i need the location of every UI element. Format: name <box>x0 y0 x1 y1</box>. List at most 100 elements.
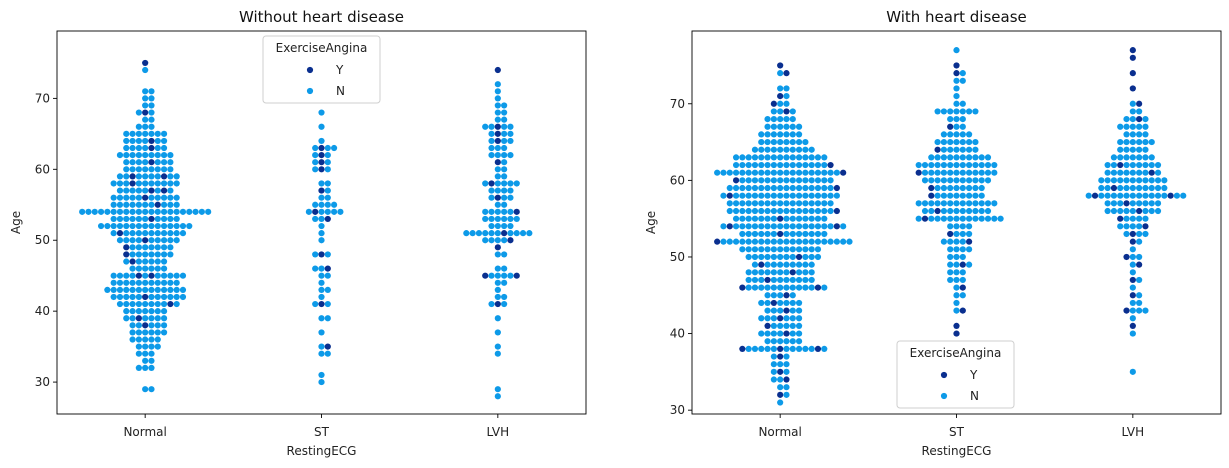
data-point <box>777 184 784 192</box>
data-point <box>947 200 954 207</box>
data-point <box>947 269 954 276</box>
data-point <box>953 138 960 146</box>
data-point <box>1136 223 1143 230</box>
data-point <box>732 161 740 169</box>
data-point <box>324 251 331 258</box>
data-point <box>1117 200 1124 207</box>
data-point <box>821 284 828 291</box>
data-point <box>953 77 960 84</box>
data-point <box>1129 207 1136 215</box>
data-point <box>501 215 508 223</box>
data-point <box>770 307 777 314</box>
data-point <box>142 215 149 223</box>
data-point <box>104 222 111 230</box>
chart-title: With heart disease <box>886 8 1027 26</box>
data-point <box>947 215 954 222</box>
data-point <box>947 115 954 123</box>
data-point <box>770 238 777 245</box>
data-point <box>789 108 796 115</box>
data-point <box>751 261 759 268</box>
data-point <box>501 222 508 230</box>
data-point <box>795 338 803 345</box>
data-point <box>142 116 149 123</box>
data-point <box>318 215 325 223</box>
legend: ExerciseAngina YN <box>262 35 381 104</box>
data-point <box>783 230 790 238</box>
data-point <box>148 265 155 272</box>
data-point <box>494 194 501 201</box>
data-point <box>1104 200 1111 207</box>
data-point <box>494 244 501 251</box>
data-point <box>984 215 992 222</box>
data-point <box>777 146 784 153</box>
data-point <box>1142 115 1149 123</box>
data-point <box>947 177 954 184</box>
data-point <box>148 180 155 187</box>
data-point <box>764 123 771 130</box>
data-point <box>972 108 979 115</box>
data-point <box>821 154 828 161</box>
data-point <box>777 399 784 406</box>
data-point <box>770 154 777 161</box>
data-point <box>1148 161 1155 169</box>
data-point <box>789 115 796 123</box>
data-point <box>148 258 155 265</box>
data-point <box>770 223 777 230</box>
data-point <box>501 152 508 159</box>
data-point <box>789 207 796 215</box>
data-point <box>777 177 784 184</box>
data-point <box>123 279 130 286</box>
data-point <box>1110 169 1118 176</box>
data-point <box>494 230 501 237</box>
data-point <box>783 131 790 138</box>
data-point <box>745 230 752 238</box>
data-point <box>802 177 809 184</box>
data-point <box>745 345 752 352</box>
data-point <box>984 207 992 215</box>
data-point <box>482 123 489 130</box>
data-point <box>154 336 161 343</box>
data-point <box>494 152 501 159</box>
data-point <box>318 159 325 166</box>
data-point <box>758 345 765 352</box>
data-point <box>783 284 790 291</box>
data-point <box>142 336 149 343</box>
data-point <box>135 286 142 293</box>
data-point <box>501 230 508 237</box>
data-point <box>1148 154 1155 161</box>
data-point <box>494 88 501 95</box>
data-point <box>783 207 790 215</box>
data-point <box>173 222 180 230</box>
data-point <box>789 230 796 238</box>
data-point <box>808 169 815 176</box>
data-point <box>116 201 124 208</box>
data-point <box>783 376 790 383</box>
data-point <box>1129 215 1136 222</box>
data-point <box>821 200 828 207</box>
data-point <box>507 272 514 279</box>
data-point <box>984 154 992 161</box>
data-point <box>513 215 520 223</box>
data-point <box>494 279 501 286</box>
data-point <box>783 146 790 153</box>
data-point <box>940 108 948 115</box>
data-point <box>494 237 501 244</box>
data-point <box>160 180 168 187</box>
data-point <box>745 246 752 253</box>
data-point <box>494 137 501 145</box>
data-point <box>802 169 809 176</box>
data-point <box>1136 299 1143 307</box>
data-point <box>1148 177 1155 184</box>
data-point <box>783 330 790 337</box>
data-point <box>808 345 815 352</box>
data-point <box>148 329 155 336</box>
data-point <box>783 100 790 107</box>
data-point <box>745 184 752 192</box>
data-point <box>783 253 790 261</box>
data-point <box>745 177 752 184</box>
data-point <box>148 95 155 102</box>
data-point <box>770 207 777 215</box>
data-point <box>148 300 155 308</box>
data-point <box>934 184 941 192</box>
data-point <box>154 187 161 194</box>
